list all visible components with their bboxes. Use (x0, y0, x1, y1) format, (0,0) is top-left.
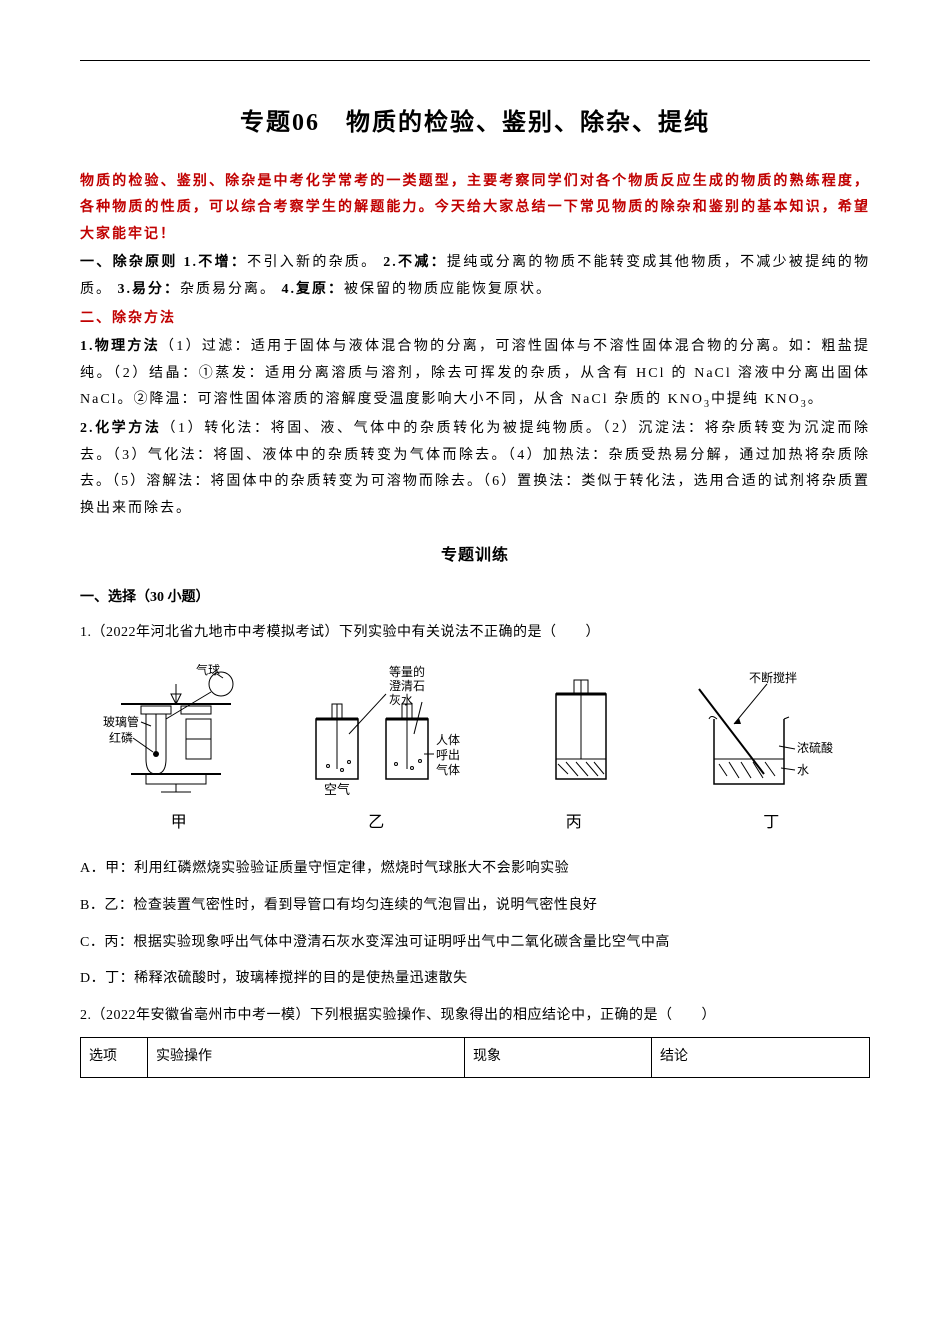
sec1-h2: 2.不减： (383, 255, 447, 270)
sec1-p4: 被保留的物质应能恢复原状。 (344, 282, 552, 297)
q1-stem: 1.（2022年河北省九地市中考模拟考试）下列实验中有关说法不正确的是（ ） (80, 620, 870, 647)
training-heading: 专题训练 (80, 541, 870, 571)
sec1-h1: 1.不增： (184, 255, 248, 270)
m1-sub2: 3 (801, 399, 808, 410)
top-horizontal-rule (80, 60, 870, 61)
sec1-p1: 不引入新的杂质。 (247, 255, 377, 270)
method-2: 2.化学方法（1）转化法：将固、液、气体中的杂质转化为被提纯物质。（2）沉淀法：… (80, 416, 870, 522)
method-1: 1.物理方法（1）过滤：适用于固体与液体混合物的分离，可溶性固体与不溶性固体混合… (80, 334, 870, 414)
figure-yi: 空气 等量的 澄清石 灰水 人体 呼出 气体 (294, 664, 484, 804)
ding-t1: 不断搅拌 (749, 670, 797, 685)
figure-ding: 不断搅拌 浓硫酸 水 (679, 664, 849, 804)
th-phenom: 现象 (465, 1038, 652, 1078)
q1-figure-row: 玻璃管 红磷 气球 空气 (80, 664, 870, 804)
th-option: 选项 (81, 1038, 148, 1078)
sec1-lead: 一、除杂原则 (80, 255, 178, 270)
th-concl: 结论 (652, 1038, 870, 1078)
jia-label-balloon: 气球 (196, 664, 220, 677)
sec1-h3: 3.易分： (118, 282, 181, 297)
ding-svg: 不断搅拌 浓硫酸 水 (679, 664, 849, 804)
label-jia: 甲 (171, 808, 187, 838)
label-yi: 乙 (368, 808, 384, 838)
m1-end: 。 (808, 392, 824, 407)
label-ding: 丁 (763, 808, 779, 838)
bing-svg (526, 664, 636, 804)
yi-t7: 气体 (436, 762, 460, 777)
label-bing: 丙 (566, 808, 582, 838)
figure-jia: 玻璃管 红磷 气球 (101, 664, 251, 804)
q2-stem: 2.（2022年安徽省亳州市中考一模）下列根据实验操作、现象得出的相应结论中，正… (80, 1003, 870, 1030)
yi-label-air: 空气 (324, 782, 350, 797)
intro-paragraph: 物质的检验、鉴别、除杂是中考化学常考的一类题型，主要考察同学们对各个物质反应生成… (80, 169, 870, 249)
sec1-h4: 4.复原： (282, 282, 345, 297)
ding-t3: 水 (797, 763, 809, 777)
q1-option-b: B．乙：检查装置气密性时，看到导管口有均匀连续的气泡冒出，说明气密性良好 (80, 893, 870, 920)
part1-label: 一、选择（30 小题） (80, 585, 870, 612)
table-row: 选项 实验操作 现象 结论 (81, 1038, 870, 1078)
m2-body: （1）转化法：将固、液、气体中的杂质转化为被提纯物质。（2）沉淀法：将杂质转变为… (80, 421, 870, 516)
jia-label-phos: 红磷 (109, 730, 133, 745)
q1-option-d: D．丁：稀释浓硫酸时，玻璃棒搅拌的目的是使热量迅速散失 (80, 966, 870, 993)
q1-figure-labels: 甲 乙 丙 丁 (80, 808, 870, 838)
section-1: 一、除杂原则 1.不增：不引入新的杂质。 2.不减：提纯或分离的物质不能转变成其… (80, 250, 870, 303)
m1-head: 1.物理方法 (80, 339, 160, 354)
m1-mid: 中提纯 KNO (711, 392, 801, 407)
m2-head: 2.化学方法 (80, 421, 161, 436)
yi-t2: 澄清石 (389, 678, 425, 693)
sec2-head: 二、除杂方法 (80, 306, 870, 333)
q1-option-a: A．甲：利用红磷燃烧实验验证质量守恒定律，燃烧时气球胀大不会影响实验 (80, 856, 870, 883)
q1-option-c: C．丙：根据实验现象呼出气体中澄清石灰水变浑浊可证明呼出气中二氧化碳含量比空气中… (80, 930, 870, 957)
sec1-p3: 杂质易分离。 (180, 282, 276, 297)
yi-t1: 等量的 (389, 664, 425, 679)
ding-t2: 浓硫酸 (797, 740, 833, 755)
yi-t6: 呼出 (436, 748, 460, 762)
yi-svg: 空气 等量的 澄清石 灰水 人体 呼出 气体 (294, 664, 484, 804)
m1-sub1: 3 (704, 399, 711, 410)
yi-t3: 灰水 (389, 693, 413, 707)
yi-t5: 人体 (436, 733, 460, 747)
q2-table: 选项 实验操作 现象 结论 (80, 1037, 870, 1078)
th-operate: 实验操作 (148, 1038, 465, 1078)
figure-bing (526, 664, 636, 804)
jia-label-glass: 玻璃管 (103, 714, 139, 729)
page-title: 专题06 物质的检验、鉴别、除杂、提纯 (80, 101, 870, 147)
jia-svg: 玻璃管 红磷 气球 (101, 664, 251, 804)
